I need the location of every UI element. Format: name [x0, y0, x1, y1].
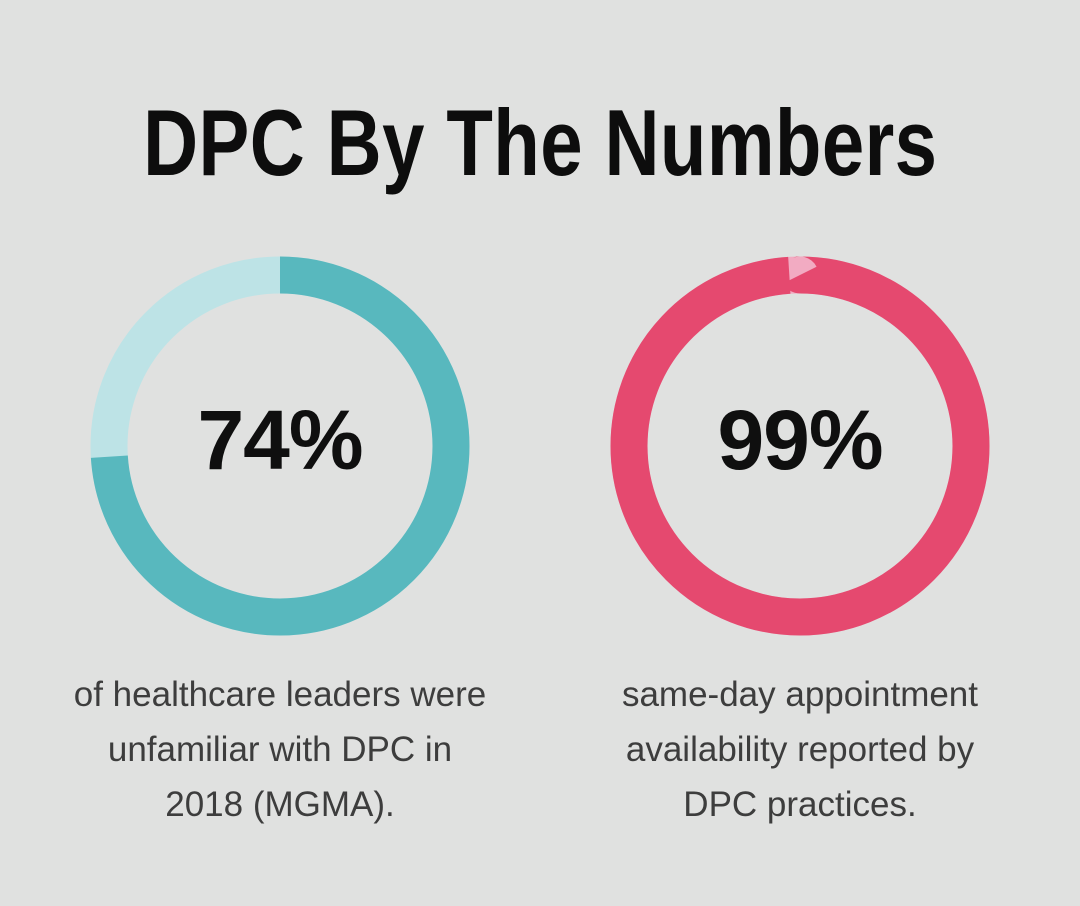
caption-line: of healthcare leaders were [73, 675, 487, 714]
stat-caption: same-day appointment availability report… [545, 668, 1055, 833]
donut-ring-value [90, 256, 470, 636]
stats-row: 74% of healthcare leaders were unfamilia… [0, 256, 1080, 833]
caption-line: unfamiliar with DPC in [107, 729, 453, 769]
stat-card-same-day: 99% same-day appointment availability re… [540, 256, 1060, 833]
stat-card-unfamiliar: 74% of healthcare leaders were unfamilia… [20, 256, 540, 833]
caption-line: availability reported by [625, 729, 975, 769]
header: DPC By The Numbers [0, 0, 1080, 190]
caption-line: same-day appointment [621, 675, 979, 714]
donut-ring-value [610, 256, 990, 636]
donut-chart-99: 99% [610, 256, 990, 636]
donut-svg [90, 256, 470, 636]
donut-svg [610, 256, 990, 636]
donut-center-value: 74% [197, 393, 363, 487]
page-title: DPC By The Numbers [142, 90, 938, 195]
caption-line: DPC practices. [683, 784, 917, 824]
donut-center-value: 99% [717, 393, 883, 487]
caption-line: 2018 (MGMA). [165, 784, 395, 824]
donut-chart-74: 74% [90, 256, 470, 636]
stat-caption: of healthcare leaders were unfamiliar wi… [25, 668, 535, 833]
